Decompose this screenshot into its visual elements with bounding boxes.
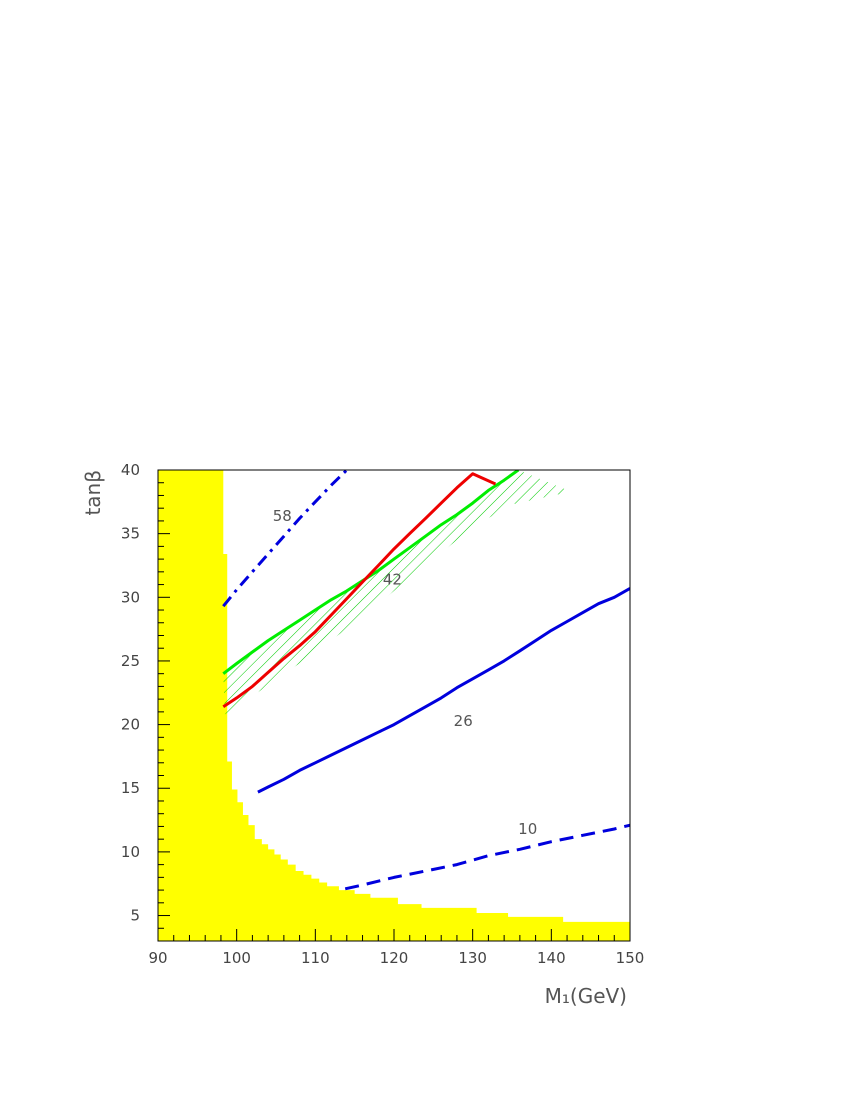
y-axis-title: tanβ — [81, 470, 105, 516]
x-axis: 90 100 110 120 130 140 150 — [148, 929, 644, 967]
y-axis: 5 10 15 20 25 30 35 40 — [121, 461, 170, 942]
excluded-region — [158, 470, 630, 941]
y-tick-label: 10 — [121, 843, 140, 861]
y-tick-label: 25 — [121, 652, 140, 670]
curve-label-10: 10 — [518, 820, 537, 838]
x-axis-title: M₁(GeV) — [545, 984, 627, 1008]
x-tick-label: 150 — [616, 949, 645, 967]
curve-42-line — [222, 472, 497, 709]
curve-label-58: 58 — [273, 507, 292, 525]
x-tick-label: 90 — [148, 949, 167, 967]
hatched-band — [223, 470, 571, 715]
curve-10-line — [344, 823, 630, 891]
curve-26-line — [257, 587, 630, 794]
y-tick-label: 15 — [121, 779, 140, 797]
x-tick-label: 100 — [222, 949, 251, 967]
plot-area: 58 42 26 10 — [158, 470, 630, 941]
y-tick-label: 35 — [121, 525, 140, 543]
x-tick-label: 140 — [537, 949, 566, 967]
y-tick-label: 5 — [130, 907, 140, 925]
y-tick-label: 30 — [121, 588, 140, 606]
curve-label-42: 42 — [383, 571, 402, 589]
y-tick-label: 40 — [121, 461, 140, 479]
x-tick-label: 120 — [380, 949, 409, 967]
x-tick-label: 130 — [458, 949, 487, 967]
curve-label-26: 26 — [454, 712, 473, 730]
curve-58-line — [222, 470, 348, 608]
y-tick-label: 20 — [121, 716, 140, 734]
x-tick-label: 110 — [301, 949, 330, 967]
